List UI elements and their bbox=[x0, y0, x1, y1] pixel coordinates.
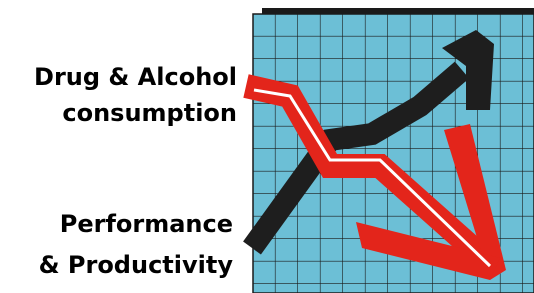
label: Drug & Alcohol bbox=[34, 63, 237, 91]
label: Performance bbox=[60, 210, 233, 238]
illustration: Drug & Alcohol consumption Performance &… bbox=[0, 0, 534, 293]
label: & Productivity bbox=[39, 251, 234, 279]
label: consumption bbox=[62, 99, 237, 127]
